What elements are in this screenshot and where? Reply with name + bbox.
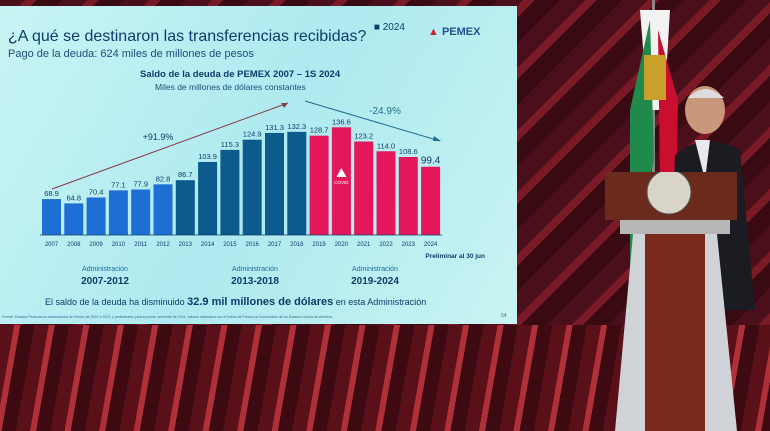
bar-2016 [242, 139, 262, 235]
value-label-2008: 64.8 [66, 193, 81, 202]
value-label-2021: 123.2 [354, 132, 373, 141]
admin-period-2007-2012: 2007-2012 [81, 276, 129, 287]
increase-label: +91.9% [143, 132, 174, 142]
value-label-2023: 108.6 [399, 147, 418, 156]
year-label-2011: 2011 [134, 242, 148, 248]
summary-highlight: 32.9 mil millones de dólares [187, 296, 334, 308]
footnote: Fuente: Estados Financieros dictaminados… [2, 315, 333, 319]
value-label-2007: 68.9 [44, 189, 59, 198]
bar-2015 [220, 149, 240, 235]
year-label-2010: 2010 [112, 242, 126, 248]
bar-chart: 68.9 2007 64.8 2008 70.4 2009 77.1 2010 77.9 2011… [40, 100, 485, 287]
bar-2019 [309, 135, 329, 235]
chart-title: Saldo de la deuda de PEMEX 2007 – 1S 202… [140, 69, 341, 80]
value-label-2013: 86.7 [178, 170, 193, 179]
value-label-2019: 128.7 [310, 126, 329, 135]
covid-label: COVID [334, 180, 349, 185]
decrease-arrowhead [433, 136, 441, 141]
warning-icon [336, 168, 347, 177]
value-label-2011: 77.9 [133, 180, 148, 189]
slide-subtitle: Pago de la deuda: 624 miles de millones … [8, 48, 254, 60]
year-label-2021: 2021 [357, 242, 371, 248]
bar-2022 [376, 151, 396, 235]
bar-2024 [421, 166, 441, 235]
bar-2010 [108, 190, 128, 235]
gov-logo: ■ 2024 [373, 22, 405, 33]
value-label-2012: 82.8 [156, 174, 171, 183]
podium [605, 172, 737, 431]
decrease-label: -24.9% [369, 106, 401, 117]
admin-period-2019-2024: 2019-2024 [351, 276, 399, 287]
year-label-2008: 2008 [67, 242, 81, 248]
year-label-2017: 2017 [268, 242, 282, 248]
value-label-2020: 136.6 [332, 117, 351, 126]
value-label-2014: 103.9 [198, 152, 217, 161]
admin-label-2019-2024: Administración [352, 266, 398, 273]
value-label-2016: 124.9 [243, 130, 262, 139]
admin-period-2013-2018: 2013-2018 [231, 276, 279, 287]
bar-2011 [131, 189, 151, 235]
year-label-2013: 2013 [179, 242, 193, 248]
summary-text: El saldo de la deuda ha disminuido 32.9 … [45, 296, 426, 308]
increase-arrow [51, 102, 289, 190]
year-label-2020: 2020 [335, 242, 349, 248]
increase-arrowhead [281, 103, 288, 108]
year-label-2009: 2009 [89, 242, 103, 248]
bar-2018 [287, 131, 307, 235]
year-label-2018: 2018 [290, 242, 304, 248]
bar-2008 [64, 203, 84, 235]
presentation-screen: ¿A qué se destinaron las transferencias … [0, 6, 517, 324]
year-label-2012: 2012 [156, 242, 170, 248]
year-label-2023: 2023 [402, 242, 416, 248]
year-label-2024: 2024 [424, 242, 438, 248]
bar-2009 [86, 197, 106, 235]
decrease-arrow [304, 100, 441, 142]
value-label-2018: 132.3 [287, 122, 306, 131]
admin-label-2013-2018: Administración [232, 266, 278, 273]
year-label-2022: 2022 [379, 242, 393, 248]
value-label-2009: 70.4 [89, 187, 104, 196]
year-label-2016: 2016 [246, 242, 260, 248]
value-label-2022: 114.0 [377, 141, 395, 150]
bar-2021 [354, 141, 374, 235]
value-label-2017: 131.3 [265, 123, 284, 132]
bar-2013 [175, 180, 195, 235]
value-label-2024: 99.4 [421, 156, 441, 167]
value-label-2015: 115.3 [221, 140, 239, 149]
summary-prefix: El saldo de la deuda ha disminuido [45, 297, 185, 307]
bar-2020 [331, 127, 351, 235]
bar-2017 [265, 132, 284, 235]
year-label-2019: 2019 [312, 242, 326, 248]
year-label-2014: 2014 [201, 242, 215, 248]
pemex-logo: ▲ PEMEX [428, 26, 481, 38]
bar-2012 [153, 184, 173, 235]
admin-label-2007-2012: Administración [82, 266, 128, 273]
preliminary-note: Preliminar al 30 jun [425, 253, 485, 260]
value-label-2010: 77.1 [111, 180, 126, 189]
bar-2007 [42, 199, 61, 235]
page-number: 54 [501, 313, 507, 319]
year-label-2015: 2015 [223, 242, 237, 248]
summary-suffix: en esta Administración [335, 297, 427, 307]
slide-title: ¿A qué se destinaron las transferencias … [8, 28, 367, 45]
year-label-2007: 2007 [45, 242, 59, 248]
bar-2014 [198, 161, 218, 235]
bar-2023 [398, 156, 418, 235]
chart-subtitle: Miles de millones de dólares constantes [155, 82, 306, 92]
